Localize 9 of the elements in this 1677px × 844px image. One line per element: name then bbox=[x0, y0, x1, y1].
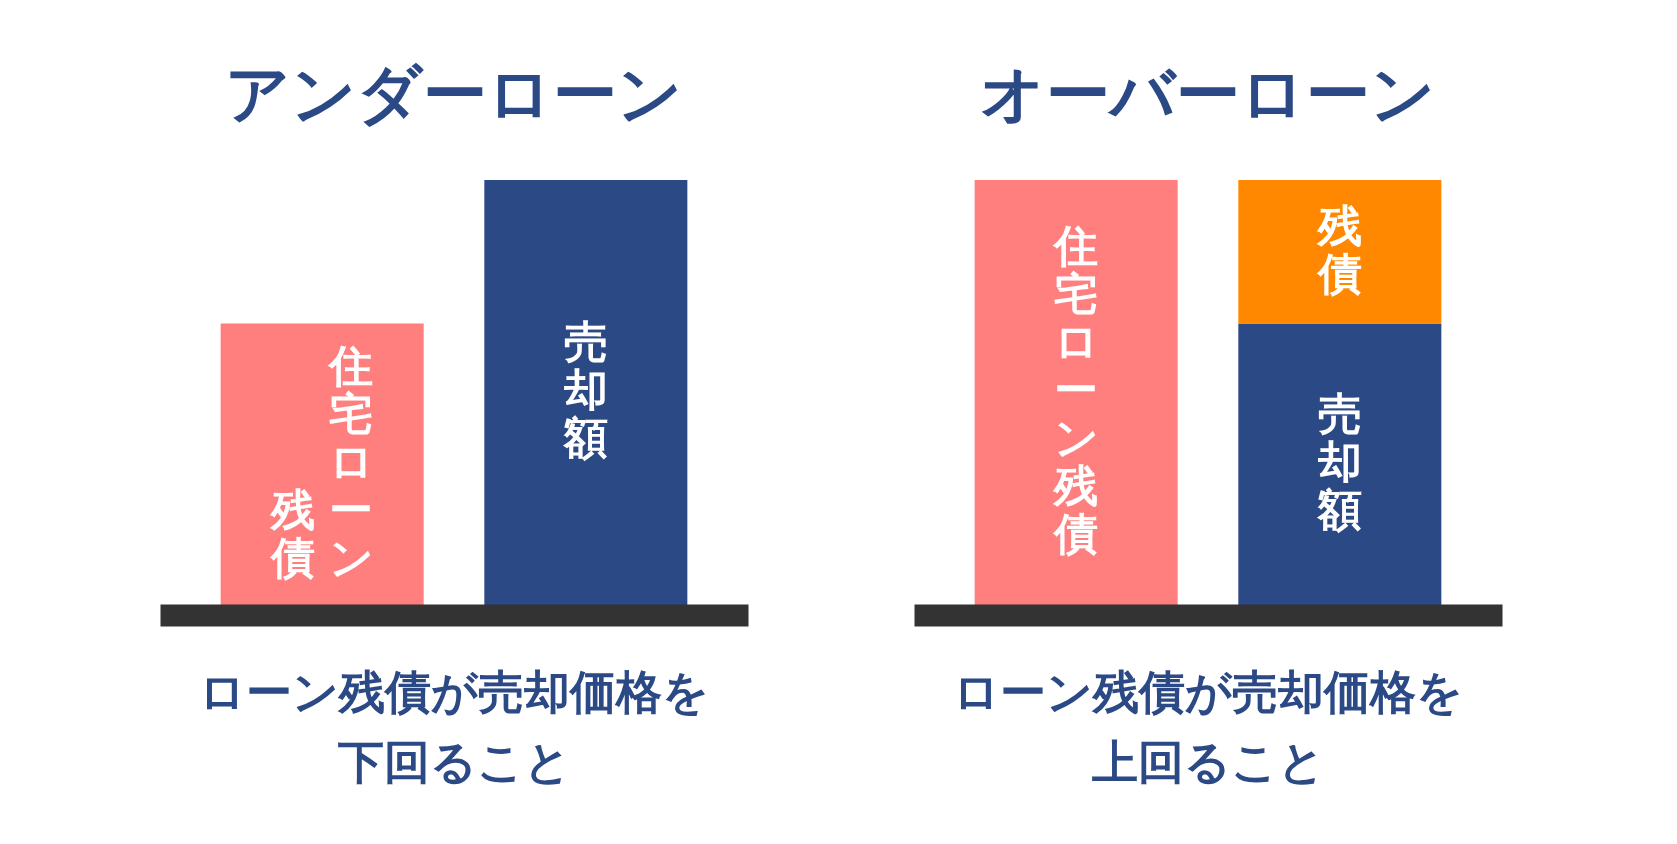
series-label: 住宅ローン残債 bbox=[1052, 220, 1099, 559]
series-label: 住宅ローン残債 bbox=[269, 339, 374, 583]
text: ローン残債が売却価格を上回ること bbox=[953, 665, 1463, 789]
series-label: 残債 bbox=[1315, 199, 1362, 299]
series-label: 売却額 bbox=[561, 316, 608, 463]
chart-title: オーバーローン bbox=[980, 57, 1436, 131]
text: ローン残債が売却価格を下回ること bbox=[199, 665, 709, 789]
chart-title: アンダーローン bbox=[225, 57, 683, 131]
series-label: 売却額 bbox=[1315, 387, 1362, 535]
